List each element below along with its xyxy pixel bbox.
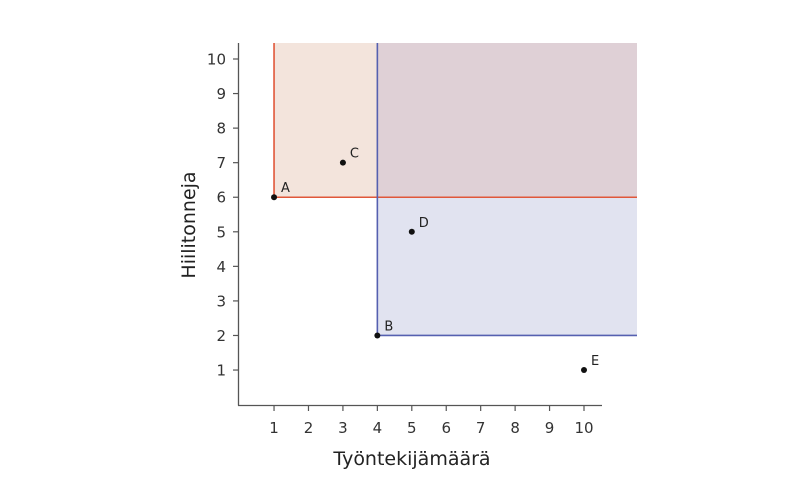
- point-d: [408, 228, 415, 235]
- x-tick-label: 9: [545, 419, 555, 437]
- y-tick-label: 1: [216, 362, 226, 380]
- point-c: [339, 159, 346, 166]
- x-tick-label: 1: [269, 419, 279, 437]
- x-tick-label: 5: [407, 419, 417, 437]
- data-points: A B C D E: [271, 147, 599, 374]
- point-label-b: B: [384, 319, 393, 334]
- point-e: [581, 367, 587, 374]
- y-tick-label: 6: [216, 189, 226, 207]
- y-tick-label: 5: [216, 223, 226, 241]
- y-tick-label: 3: [216, 292, 226, 310]
- point-b: [374, 332, 381, 339]
- y-tick-label: 10: [207, 51, 226, 69]
- y-tick-label: 7: [216, 154, 226, 172]
- regions: [273, 43, 637, 337]
- y-tick-label: 2: [216, 327, 226, 345]
- x-axis-title: Työntekijämäärä: [332, 448, 490, 470]
- x-tick-label: 4: [373, 419, 383, 437]
- x-tick-label: 8: [510, 419, 520, 437]
- x-tick-label: 6: [441, 419, 451, 437]
- y-tick-label: 4: [216, 258, 226, 276]
- y-tick-label: 9: [216, 85, 226, 103]
- point-a: [271, 194, 278, 201]
- y-axis-title: Hiilitonneja: [178, 171, 200, 278]
- axes: 1 2 3 4 5 6 7 8 9 10 1 2 3 4 5 6 7 8 9 10: [207, 43, 602, 437]
- point-label-d: D: [419, 216, 429, 231]
- overlap-fill: [377, 43, 637, 198]
- x-tick-label: 2: [304, 419, 314, 437]
- x-tick-label: 10: [574, 419, 593, 437]
- y-tick-label: 8: [216, 120, 226, 138]
- x-tick-label: 3: [338, 419, 348, 437]
- point-label-e: E: [591, 354, 599, 369]
- point-label-a: A: [281, 181, 290, 196]
- point-label-c: C: [350, 147, 359, 162]
- x-tick-label: 7: [476, 419, 486, 437]
